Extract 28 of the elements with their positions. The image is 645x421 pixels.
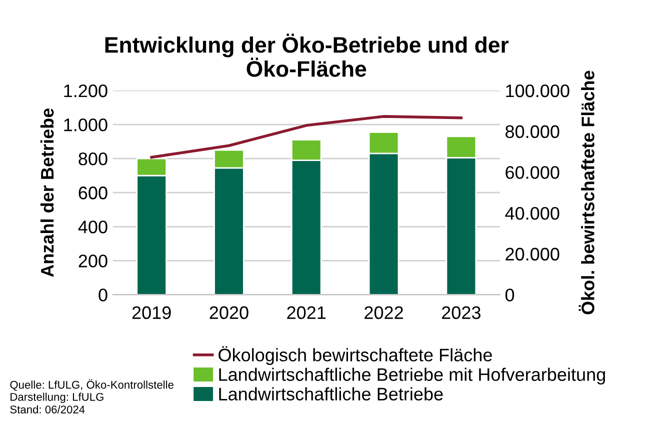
y-tick-label: 0 xyxy=(98,288,108,302)
y-tick-label: 1.000 xyxy=(64,118,108,132)
x-tick-label: 2021 xyxy=(287,306,326,320)
y-tick-label: 1.200 xyxy=(64,84,108,98)
text: Darstellung: LfULG xyxy=(10,392,104,404)
y2-tick-label: 0 xyxy=(505,288,514,302)
y2-axis-title: Ökol. bewirtschaftete Fläche xyxy=(578,70,594,314)
legend-label: Landwirtschaftliche Betriebe xyxy=(219,387,443,400)
line-series xyxy=(150,115,463,159)
x-tick-label: 2019 xyxy=(132,306,171,320)
chart-title: Entwicklung der Öko-Betriebe und der Öko-Fläche xyxy=(105,34,509,77)
y2-tick-label: 20.000 xyxy=(506,248,560,261)
y2-tick-label: 80.000 xyxy=(506,125,560,138)
y-tick-label: 800 xyxy=(78,152,108,166)
y-tick-label: 400 xyxy=(78,220,108,234)
legend-label: Landwirtschaftliche Betriebe mit Hofverarbeitung xyxy=(219,368,605,385)
text: Stand: 06/2024 xyxy=(10,405,85,414)
y-tick-label: 600 xyxy=(78,186,108,200)
source-note: Quelle: LfULG, Öko-Kontrollstelle xyxy=(10,379,174,391)
x-tick-label: 2023 xyxy=(442,306,480,320)
x-tick-label: 2020 xyxy=(210,306,248,320)
y-axis-title: Anzahl der Betriebe xyxy=(40,108,54,277)
x-tick-label: 2022 xyxy=(364,306,403,320)
y2-tick-label: 60.000 xyxy=(506,166,560,179)
y2-tick-label: 100.000 xyxy=(506,84,570,98)
y-tick-label: 200 xyxy=(78,254,108,268)
legend-label: Ökologisch bewirtschaftete Fläche xyxy=(218,346,492,365)
y2-tick-label: 40.000 xyxy=(505,206,560,220)
